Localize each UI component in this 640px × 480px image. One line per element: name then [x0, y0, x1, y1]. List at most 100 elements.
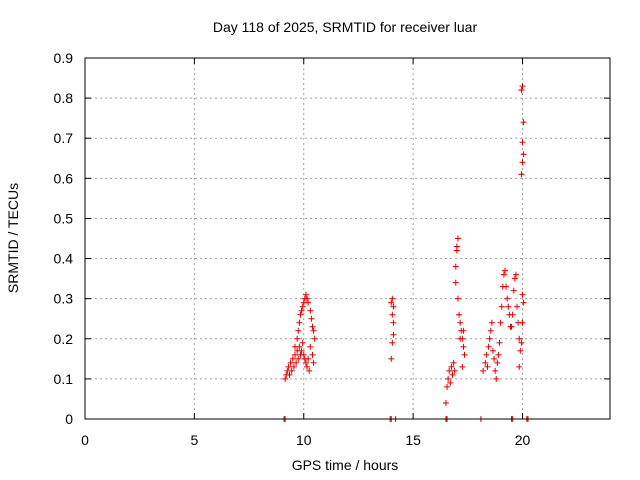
data-point — [389, 339, 396, 346]
data-point — [454, 235, 461, 242]
data-point — [493, 375, 500, 382]
data-point — [518, 171, 525, 178]
data-point — [486, 335, 493, 342]
data-point — [457, 319, 464, 326]
data-point — [456, 311, 463, 318]
data-point — [304, 295, 311, 302]
y-tick-label: 0.5 — [54, 210, 74, 226]
data-point — [519, 83, 526, 90]
data-point — [298, 307, 305, 314]
data-point — [519, 159, 526, 166]
data-point — [460, 327, 467, 334]
data-point — [518, 87, 525, 94]
data-point — [444, 383, 451, 390]
data-point — [483, 351, 490, 358]
data-point — [519, 139, 526, 146]
data-point — [307, 307, 314, 314]
data-point — [508, 323, 515, 330]
y-tick-labels: 0 0.1 0.2 0.3 0.4 0.5 0.6 0.7 0.8 0.9 — [54, 50, 74, 427]
data-point — [451, 367, 458, 374]
data-point — [520, 119, 527, 126]
data-point — [294, 335, 301, 342]
data-point — [309, 323, 316, 330]
data-point — [442, 399, 449, 406]
data-point — [445, 375, 452, 382]
data-point — [390, 303, 397, 310]
data-point — [305, 299, 312, 306]
data-point — [448, 363, 455, 370]
data-point — [311, 335, 318, 342]
data-point — [459, 363, 466, 370]
data-point — [519, 291, 526, 298]
data-point — [388, 299, 395, 306]
data-point — [517, 347, 524, 354]
y-axis-title: SRMTID / TECUs — [5, 183, 21, 293]
data-point — [310, 327, 317, 334]
data-point — [299, 303, 306, 310]
data-point — [289, 355, 296, 362]
data-point — [389, 295, 396, 302]
data-point — [494, 359, 501, 366]
x-axis-title: GPS time / hours — [292, 457, 399, 473]
y-tick-label: 0.8 — [54, 90, 74, 106]
data-points — [281, 83, 531, 422]
data-point — [306, 367, 313, 374]
data-point — [298, 347, 305, 354]
data-point — [295, 355, 302, 362]
data-point — [295, 327, 302, 334]
data-point — [518, 339, 525, 346]
x-tick-label: 10 — [296, 432, 312, 448]
data-point — [390, 331, 397, 338]
data-point — [300, 351, 307, 358]
x-tick-label: 15 — [405, 432, 421, 448]
data-point — [286, 371, 293, 378]
y-tick-label: 0.6 — [54, 170, 74, 186]
data-point — [453, 247, 460, 254]
data-point — [480, 367, 487, 374]
y-tick-label: 0.2 — [54, 331, 74, 347]
data-point — [308, 315, 315, 322]
data-point — [514, 303, 521, 310]
data-point — [510, 287, 517, 294]
grid-lines — [85, 58, 610, 419]
data-point — [504, 295, 511, 302]
data-point — [447, 379, 454, 386]
data-point — [302, 291, 309, 298]
data-point — [297, 311, 304, 318]
data-point — [519, 319, 526, 326]
data-point — [500, 271, 507, 278]
data-point — [292, 343, 298, 350]
data-point — [446, 367, 453, 374]
x-tick-label: 20 — [515, 432, 531, 448]
data-point — [450, 359, 457, 366]
x-tick-label: 5 — [190, 432, 198, 448]
y-tick-label: 0.9 — [54, 50, 74, 66]
data-point — [292, 351, 298, 358]
data-point — [389, 311, 396, 318]
data-point — [449, 371, 456, 378]
data-point — [482, 359, 489, 366]
x-tick-label: 0 — [81, 432, 89, 448]
axis-ticks — [84, 57, 610, 420]
data-point — [293, 359, 300, 366]
data-point — [454, 295, 461, 302]
data-point — [503, 283, 510, 290]
data-point — [520, 299, 527, 306]
data-point — [516, 335, 523, 342]
data-point — [304, 363, 311, 370]
data-point — [282, 375, 289, 382]
data-point — [489, 347, 496, 354]
data-point — [452, 279, 459, 286]
data-point — [516, 363, 523, 370]
data-point — [520, 151, 527, 158]
y-tick-label: 0 — [65, 411, 73, 427]
data-point — [285, 363, 292, 370]
data-point — [461, 351, 468, 358]
data-point — [495, 351, 502, 358]
data-point — [497, 319, 504, 326]
data-point — [511, 275, 518, 282]
data-point — [299, 339, 306, 346]
y-tick-label: 0.3 — [54, 291, 74, 307]
data-point — [492, 367, 499, 374]
